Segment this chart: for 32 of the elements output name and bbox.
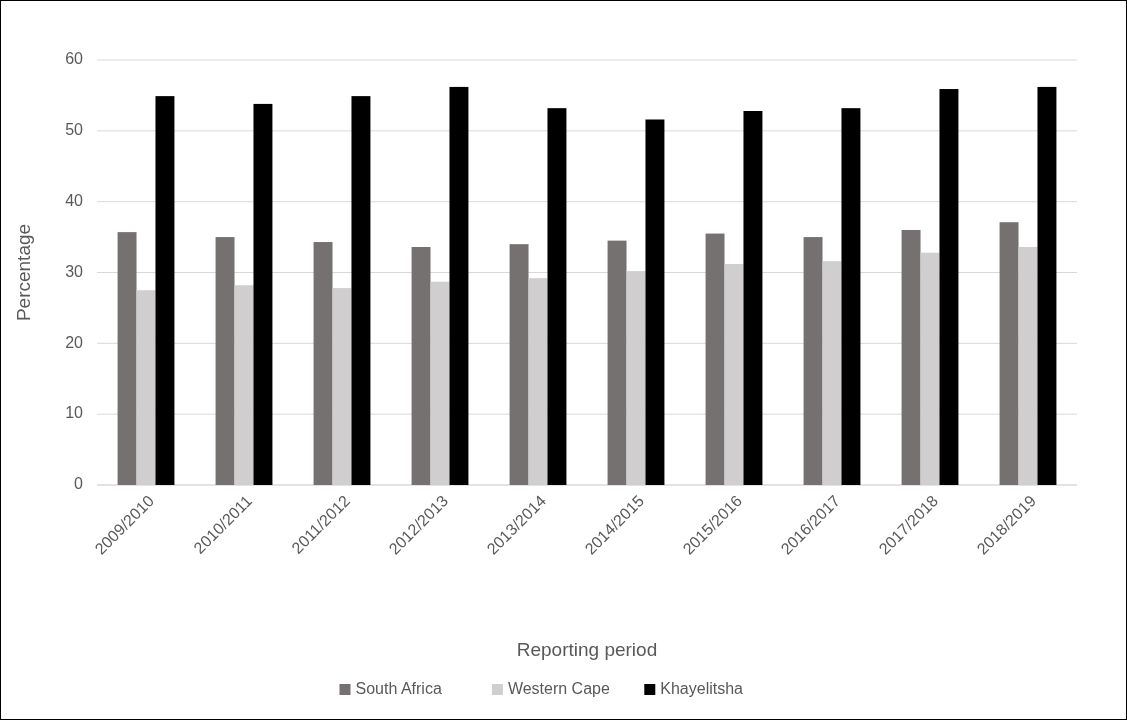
y-tick-label: 10 bbox=[65, 404, 84, 422]
bar bbox=[547, 108, 567, 485]
bar bbox=[1037, 86, 1057, 485]
bar bbox=[215, 237, 235, 485]
y-tick-label: 60 bbox=[65, 50, 84, 68]
y-tick-label: 50 bbox=[65, 121, 84, 139]
bar bbox=[253, 103, 273, 485]
legend-label: South Africa bbox=[355, 680, 442, 698]
legend-label: Khayelitsha bbox=[660, 680, 744, 698]
bar bbox=[743, 111, 763, 485]
bar bbox=[449, 86, 469, 485]
bar bbox=[841, 108, 861, 485]
bar bbox=[645, 119, 665, 485]
y-tick-label: 30 bbox=[65, 262, 84, 280]
bar bbox=[705, 233, 725, 485]
bar bbox=[313, 242, 333, 485]
bar bbox=[607, 240, 627, 485]
bar bbox=[509, 244, 529, 485]
bar bbox=[939, 89, 959, 485]
bar bbox=[117, 232, 137, 485]
y-tick-label: 20 bbox=[65, 333, 84, 351]
bar bbox=[803, 237, 823, 485]
bar bbox=[155, 96, 175, 485]
x-axis-title: Reporting period bbox=[516, 639, 658, 660]
bar bbox=[999, 222, 1019, 485]
bar bbox=[901, 230, 921, 485]
bar bbox=[351, 96, 371, 485]
bar bbox=[411, 247, 431, 485]
y-tick-label: 0 bbox=[74, 475, 84, 493]
y-tick-label: 40 bbox=[65, 191, 84, 209]
legend-label: Western Cape bbox=[507, 680, 610, 698]
y-axis-title: Percentage bbox=[13, 223, 34, 322]
